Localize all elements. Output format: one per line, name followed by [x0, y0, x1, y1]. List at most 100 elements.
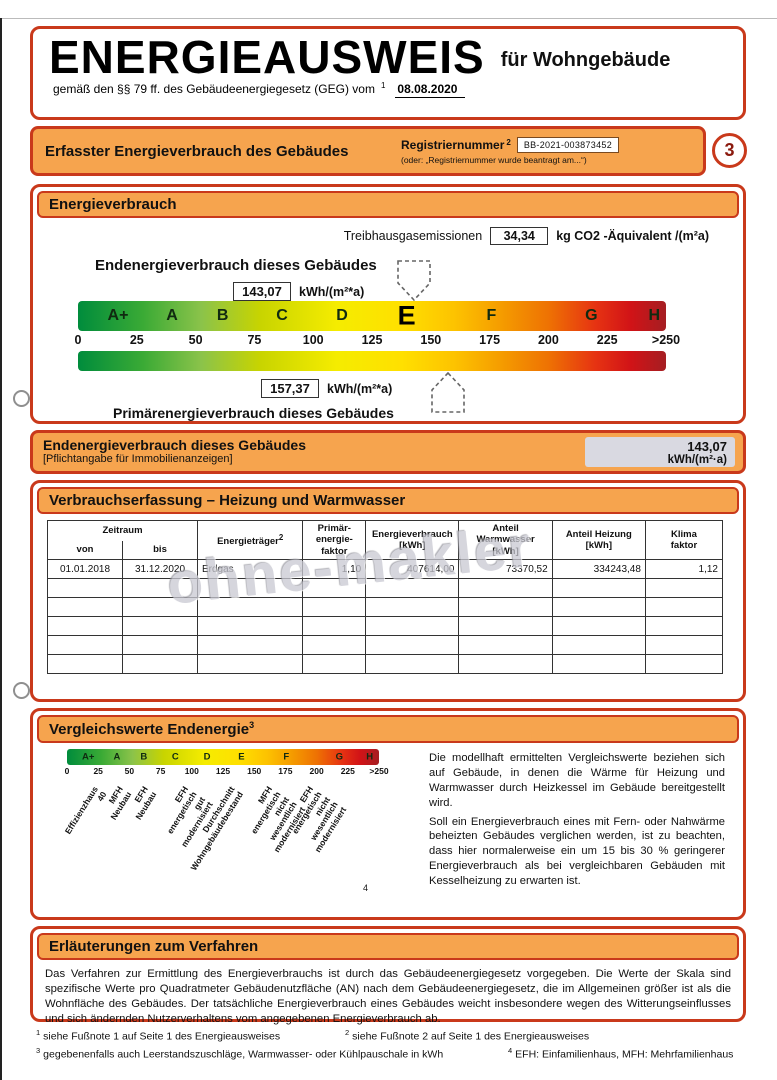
comparison-scale-ticks: 0 25 50 75 100 125 150 175 200 225 >250: [64, 766, 389, 777]
registration-block: Registriernummer 2 BB-2021-003873452 (ode…: [401, 137, 693, 165]
class-letter: B: [140, 751, 148, 763]
ghg-label: Treibhausgasemissionen: [343, 229, 483, 243]
comparison-footnote-marker: 4: [363, 883, 369, 893]
end-energy-band-title: Endenergieverbrauch dieses Gebäudes: [43, 437, 306, 453]
tick-label: 200: [309, 766, 324, 776]
class-letter: G: [335, 751, 344, 763]
cell-warmwasser: 73370,52: [458, 559, 553, 580]
title-row: ENERGIEAUSWEIS für Wohngebäude: [49, 33, 729, 82]
hole-punch-bottom: [13, 682, 30, 699]
hole-punch-top: [13, 390, 30, 407]
table-row-empty: [47, 635, 724, 656]
tick-label: 75: [155, 766, 166, 776]
table-row: 01.01.2018 31.12.2020 Erdgas 1,10 407614…: [47, 559, 724, 580]
tick-label: 25: [93, 766, 103, 776]
class-letter: A: [166, 307, 178, 324]
tick-label: 0: [64, 766, 70, 776]
law-footnote-marker: 1: [380, 81, 386, 91]
end-energy-value-row: 143,07 kWh/(m²*a): [233, 282, 364, 301]
registration-row: Registriernummer 2 BB-2021-003873452: [401, 137, 693, 153]
scan-artifact-left: [0, 18, 2, 1080]
vergleichswerte-section: Vergleichswerte Endenergie3 A+ A B C D E…: [30, 708, 746, 920]
end-energy-unit: kWh/(m²*a): [299, 284, 365, 299]
tick-label: 100: [184, 766, 199, 776]
erlaeuterungen-section: Erläuterungen zum Verfahren Das Verfahre…: [30, 926, 746, 1025]
cell-bis: 31.12.2020: [122, 559, 198, 580]
comparison-paragraph-2: Soll ein Energieverbrauch eines mit Fern…: [429, 815, 725, 888]
consumption-table: Zeitraum Energieträger2 Primär- energie-…: [47, 519, 724, 675]
comparison-paragraph-1: Die modellhaft ermittelten Vergleichswer…: [429, 752, 725, 809]
col-header-bis: bis: [122, 541, 198, 561]
tick-label: 150: [247, 766, 262, 776]
tick-label: 125: [215, 766, 231, 776]
col-header-energietraeger: Energieträger2: [196, 519, 304, 561]
class-letter: F: [283, 751, 290, 763]
table-row-empty: [47, 597, 724, 618]
vergleichswerte-band-title: Vergleichswerte Endenergie3: [37, 715, 739, 743]
tick-label: >250: [369, 766, 389, 776]
footnote-1: 1 siehe Fußnote 1 auf Seite 1 des Energie…: [36, 1028, 281, 1043]
class-letter-highlighted: E: [397, 300, 416, 331]
end-energy-label: Endenergieverbrauch dieses Gebäudes: [95, 257, 377, 274]
class-letter: A: [113, 751, 121, 763]
footnote-4: 4 EFH: Einfamilienhaus, MFH: Mehrfamilien…: [508, 1046, 734, 1061]
class-letter: D: [336, 307, 348, 324]
ghg-emissions-row: Treibhausgasemissionen 34,34 kg CO2 -Äqu…: [344, 227, 709, 245]
class-letter: H: [366, 751, 374, 763]
tick-label: 225: [596, 333, 618, 347]
col-header-klimafaktor: Klima faktor: [644, 519, 724, 561]
registration-footnote-marker: 2: [506, 137, 511, 147]
tick-label: 75: [247, 333, 262, 347]
page-number: 3: [724, 140, 735, 160]
tick-label: 50: [124, 766, 135, 776]
end-energy-band-valuebox: 143,07 kWh/(m²·a): [585, 437, 735, 467]
vergleich-footnote-marker: 3: [249, 720, 255, 730]
end-energy-band-subtitle: [Pflichtangabe für Immobilienanzeigen]: [43, 453, 233, 465]
cell-von: 01.01.2018: [47, 559, 123, 580]
col-header-primaerenergiefaktor: Primär- energie- faktor: [302, 519, 367, 561]
end-energy-band-value: 143,07: [687, 439, 727, 454]
tick-label: 0: [74, 333, 82, 347]
primary-energy-value-row: 157,37 kWh/(m²*a): [261, 379, 392, 398]
energietraeger-footnote-marker: 2: [278, 532, 284, 542]
verbrauchserfassung-section: Verbrauchserfassung – Heizung und Warmwa…: [30, 480, 746, 702]
end-energy-band: Endenergieverbrauch dieses Gebäudes [Pfl…: [30, 430, 746, 474]
tick-label: 175: [278, 766, 293, 776]
tick-label: 50: [188, 333, 203, 347]
ghg-unit: kg CO2 -Äquivalent /(m²a): [556, 229, 709, 243]
tick-label: 150: [420, 333, 442, 347]
class-letter: H: [648, 307, 661, 324]
primary-energy-unit: kWh/(m²*a): [327, 381, 393, 396]
ghg-value: 34,34: [490, 227, 549, 245]
class-letter: F: [486, 307, 497, 324]
class-letter: C: [276, 307, 288, 324]
tick-label: 25: [129, 333, 144, 347]
end-energy-value: 143,07: [233, 282, 291, 301]
class-letter: C: [171, 751, 179, 763]
col-header-von: von: [47, 541, 123, 561]
law-date: 08.08.2020: [395, 82, 466, 99]
col-header-zeitraum: Zeitraum: [47, 520, 198, 542]
class-letter: B: [216, 307, 229, 324]
tick-label: 100: [302, 333, 324, 347]
comparison-labels: Effizienzhaus 40 MFH Neubau EFH Neubau E…: [62, 784, 349, 873]
table-row-empty: [47, 578, 724, 599]
class-letter: E: [238, 751, 245, 763]
primary-energy-value: 157,37: [261, 379, 319, 398]
end-energy-band-unit: kWh/(m²·a): [667, 454, 727, 466]
cell-klimafaktor: 1,12: [644, 559, 724, 580]
footnote-3: 3 gegebenenfalls auch Leerstandszuschläge…: [36, 1046, 444, 1061]
comparison-explanation: Die modellhaft ermittelten Vergleichswer…: [429, 751, 725, 889]
registration-number: BB-2021-003873452: [516, 137, 619, 153]
erlaeuterungen-band-title: Erläuterungen zum Verfahren: [37, 933, 739, 960]
comparison-scale: A+ A B C D E F G H 0 25 50 75 100 125 15…: [64, 749, 389, 777]
law-reference: gemäß den §§ 79 ff. des Gebäudeenergiege…: [49, 81, 729, 99]
table-row-empty: [47, 616, 724, 637]
comparison-scale-bar: A+ A B C D E F G H: [67, 749, 379, 765]
col-header-energieverbrauch: Energieverbrauch [kWh]: [365, 519, 460, 561]
energieverbrauch-section: Energieverbrauch Treibhausgasemissionen …: [30, 184, 746, 424]
tick-label: >250: [651, 333, 681, 347]
section-banner-title: Erfasster Energieverbrauch des Gebäudes: [45, 142, 349, 160]
table-row-empty: [47, 654, 724, 675]
verbrauchserfassung-band-title: Verbrauchserfassung – Heizung und Warmwa…: [37, 487, 739, 514]
